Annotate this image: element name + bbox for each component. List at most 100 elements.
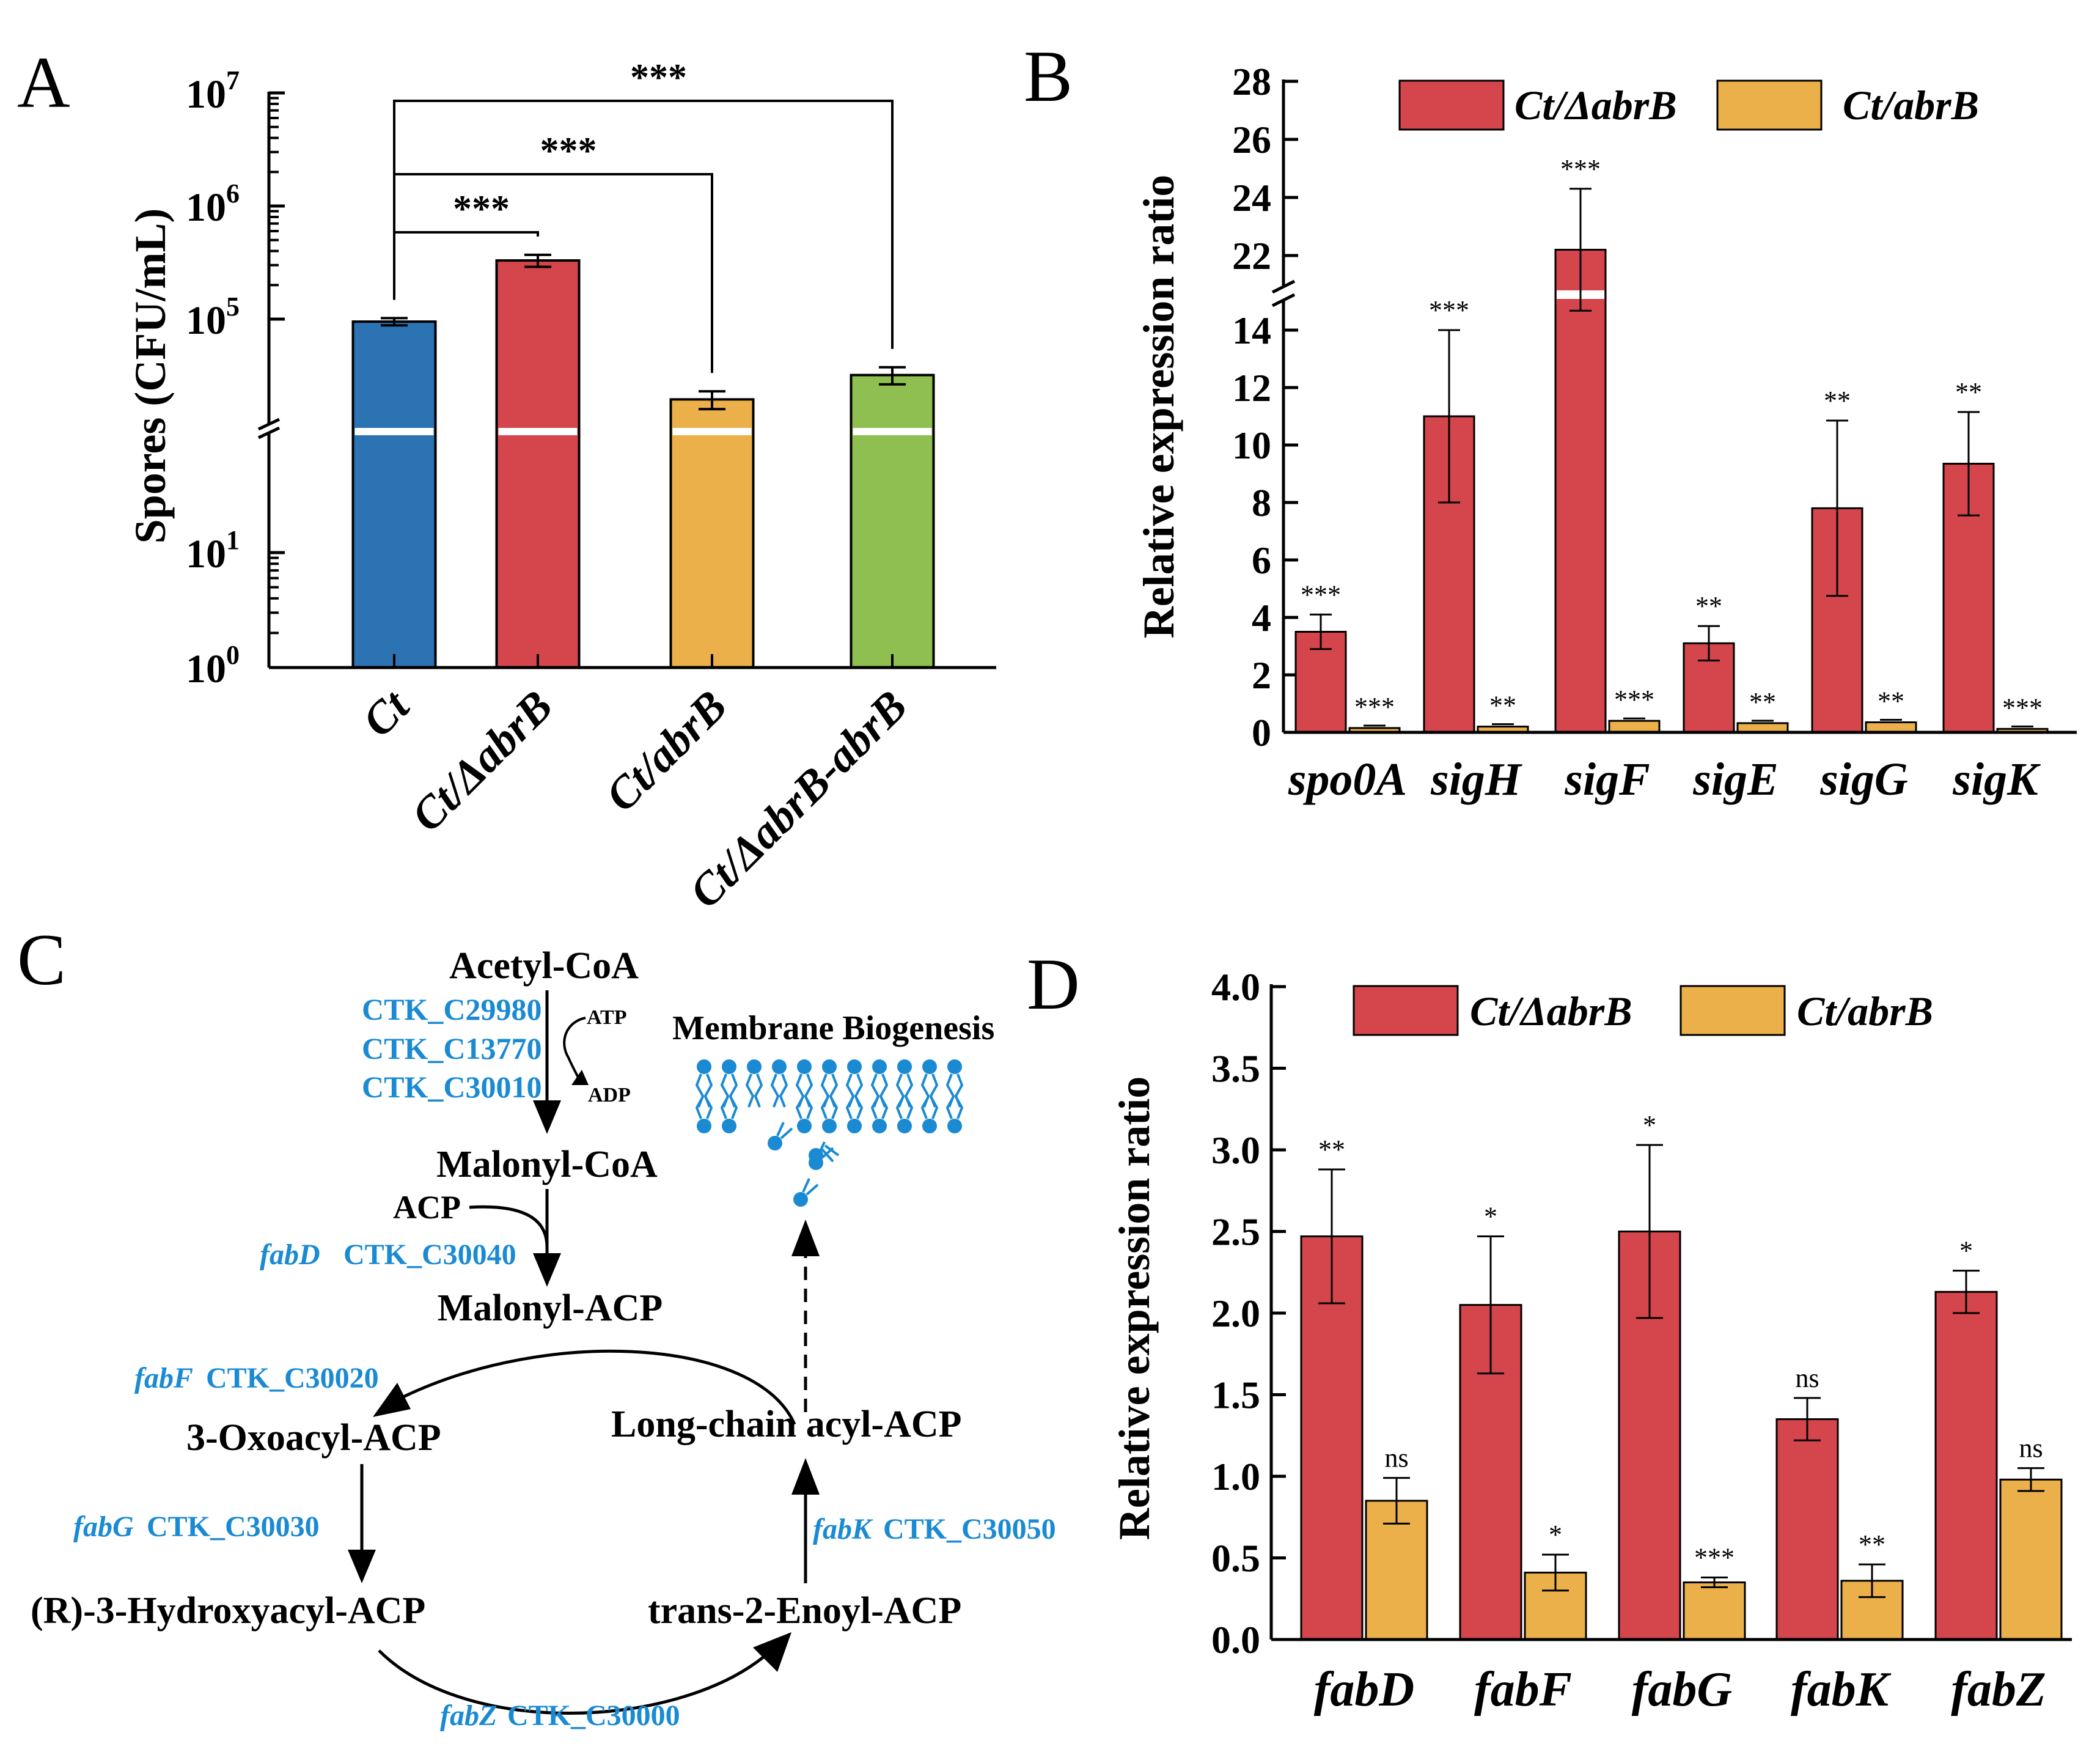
lipid-tail (845, 1096, 864, 1119)
lipid-tail (720, 1096, 738, 1119)
panel-d-ytick-label: 3.5 (1211, 1047, 1260, 1091)
bar-break-gap (498, 428, 578, 435)
lipid-head (822, 1059, 837, 1074)
bar-ct-abrb-abrb (850, 374, 935, 669)
gene-id-ctk-c30030: CTK_C30030 (147, 1511, 320, 1543)
bar-ct-abrb-sigf (1554, 249, 1607, 734)
significance-label: ** (1318, 1135, 1345, 1165)
panel-b-ytick-label: 0 (1252, 711, 1271, 754)
panel-b-ytick-label: 8 (1252, 481, 1271, 524)
panel-a-ytick-label: 101 (186, 525, 240, 576)
lipid-tail (895, 1096, 914, 1119)
atp-adp-arrowhead (571, 1070, 589, 1085)
lipid-head (922, 1059, 937, 1074)
panel-a-yticks: 100 101 105 106 107 (186, 65, 285, 691)
lipid-head (872, 1059, 887, 1074)
significance-label: ns (2019, 1434, 2043, 1463)
panel-b-axis-break-mark (1271, 279, 1296, 294)
bar-ct-abrb (669, 398, 755, 669)
lipid-head (897, 1059, 912, 1074)
panel-d-xlabel-fabf: fabF (1474, 1663, 1572, 1717)
panel-a-ytick-label: 107 (186, 65, 240, 117)
panel-a-axis-break-mark (257, 426, 281, 440)
significance-label: ** (1878, 686, 1904, 716)
arrowhead-long-chain (791, 1458, 820, 1495)
panel-d-ylabel: Relative expression ratio (1110, 1077, 1159, 1540)
lipid-head (747, 1059, 762, 1074)
significance-label: *** (1694, 1543, 1735, 1573)
bar-ct-abrb-sigf (1608, 720, 1661, 734)
node-3-oxoacyl-acp: 3-Oxoacyl-ACP (186, 1417, 441, 1459)
panel-d-xlabel-fabk: fabK (1791, 1663, 1892, 1717)
panel-b-legend-swatch-overexpression (1716, 79, 1823, 131)
cycle-arrow-long-chain-to-oxoacyl (402, 1349, 796, 1425)
significance-label: * (1484, 1202, 1497, 1232)
lipid-tail (745, 1073, 763, 1108)
panel-b-ytick-label: 22 (1232, 234, 1271, 278)
significance-label: ** (1824, 386, 1851, 416)
panel-b-ytick-label: 14 (1232, 309, 1271, 352)
panel-b-xlabel-sigg: sigG (1819, 754, 1908, 805)
panel-b-ytick-label: 6 (1252, 539, 1271, 582)
bar-break-gap (354, 428, 434, 435)
significance-label: *** (1301, 580, 1341, 609)
arrowhead-membrane (791, 1220, 820, 1256)
bar-ct-abrb-fabk (1775, 1418, 1839, 1641)
panel-b-axis-break-mark (1271, 293, 1296, 307)
lipid-tail (802, 1178, 819, 1196)
gene-id-ctk-c30000: CTK_C30000 (507, 1699, 680, 1732)
significance-label: ns (1795, 1363, 1819, 1393)
panel-c-pathway: Acetyl-CoA CTK_C29980 CTK_C13770 CTK_C30… (31, 945, 1056, 1732)
gene-fabg: fabG (73, 1511, 134, 1543)
panel-b-xlabel-sigk: sigK (1952, 754, 2041, 805)
lipid-tail (870, 1096, 889, 1119)
bar-ct-abrb-fabg (1683, 1581, 1746, 1641)
gene-fabz: fabZ (440, 1699, 497, 1732)
panel-d-ytick-label: 0.0 (1211, 1618, 1260, 1662)
significance-label: ** (1489, 691, 1516, 721)
lipid-tail (776, 1122, 793, 1139)
node-malonyl-coa: Malonyl-CoA (436, 1144, 658, 1185)
significance-label: *** (1354, 692, 1395, 722)
panel-d-xlabels: fabD fabF fabG fabK fabZ (1314, 1663, 2046, 1717)
panel-d-legend-swatch-deletion (1353, 985, 1459, 1036)
panel-a-xlabel-ct-abrb: Ct/ΔabrB (402, 681, 562, 841)
node-malonyl-acp: Malonyl-ACP (438, 1287, 663, 1329)
lipid-head (722, 1059, 736, 1074)
significance-label: *** (1429, 295, 1469, 325)
panel-d-xlabel-fabg: fabG (1632, 1663, 1732, 1717)
enzyme-ctk-c29980: CTK_C29980 (362, 992, 542, 1026)
lipid-head (947, 1119, 962, 1133)
panel-b-ytick-label: 10 (1232, 424, 1271, 467)
panel-b-legend-label-overexpression: Ct/abrB (1843, 82, 1979, 128)
panel-d-ytick-label: 0.5 (1211, 1537, 1260, 1580)
panel-letter-d: D (1027, 943, 1080, 1025)
lipid-head (847, 1119, 862, 1133)
significance-label: *** (1560, 154, 1601, 184)
panel-b-ytick-label: 2 (1252, 653, 1271, 697)
significance-label: *** (1614, 685, 1654, 715)
lipid-tail (795, 1096, 813, 1119)
significance-label: * (1549, 1520, 1562, 1550)
arrow-hydroxyacyl-to-enoyl (378, 1649, 765, 1715)
panel-a-xlabel-ct: Ct (353, 680, 420, 746)
panel-b-bars: ****************************** (1294, 154, 2049, 734)
node-trans-2-enoyl-acp: trans-2-Enoyl-ACP (648, 1590, 961, 1632)
significance-label: ** (1749, 687, 1776, 717)
panel-d-ytick-label: 1.5 (1211, 1374, 1260, 1417)
panel-b-xlabels: spo0A sigH sigF sigE sigG sigK (1288, 754, 2041, 805)
lipid-head (797, 1119, 812, 1133)
lipid-head (847, 1059, 862, 1074)
bar-ct-abrb-fabz (1934, 1290, 1998, 1641)
enzyme-ctk-c30010: CTK_C30010 (362, 1070, 542, 1104)
bar-break-gap (853, 428, 932, 435)
lipid-head (697, 1119, 711, 1133)
bar-ct-abrb (495, 259, 581, 669)
arrowhead-malonyl-coa (533, 1100, 561, 1134)
panel-d-yticks: 0.0 0.5 1.0 1.5 2.0 2.5 3.0 3.5 4.0 (1211, 965, 1286, 1662)
bar-break-gap (672, 428, 752, 435)
significance-label: *** (540, 130, 597, 172)
bar-ct (351, 320, 437, 669)
